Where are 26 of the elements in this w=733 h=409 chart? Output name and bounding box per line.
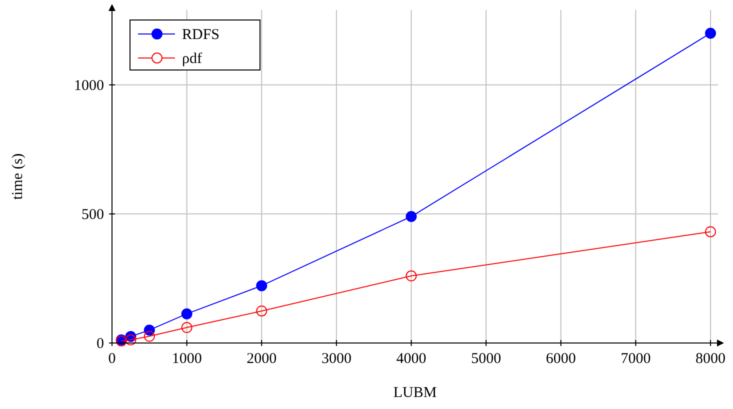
legend-label: RDFS [182,27,220,43]
point [406,270,417,282]
point [705,28,716,39]
y-tick-label: 0 [96,336,104,352]
x-axis-title: LUBM [393,385,437,401]
x-tick-label: 4000 [396,351,426,367]
point [144,330,155,342]
point [256,305,268,316]
point [406,211,417,222]
x-tick-label: 7000 [620,351,651,367]
y-tick-label: 1000 [74,78,104,94]
x-tick-label: 5000 [471,351,502,367]
y-axis-title: time (s) [10,153,26,200]
legend-label: ρdf [182,51,202,67]
x-tick-label: 6000 [546,351,576,367]
x-tick-label: 0 [108,351,116,367]
point [181,308,192,320]
point [705,226,716,238]
y-tick-label: 500 [82,206,104,223]
x-tick-label: 3000 [321,351,352,367]
point [181,322,192,334]
point [125,334,136,346]
x-tick-label: 8000 [696,351,726,367]
x-tick-label: 2000 [246,351,277,367]
x-tick-label: 1000 [172,351,202,367]
point [256,280,268,292]
